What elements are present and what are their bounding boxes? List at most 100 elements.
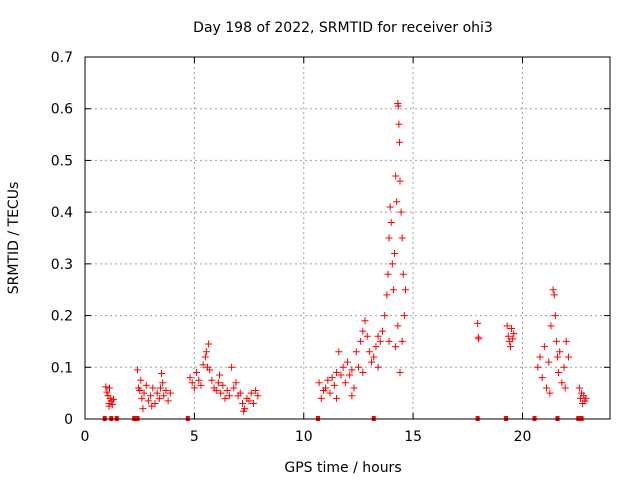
- y-axis-label: SRMTID / TECUs: [6, 182, 22, 295]
- data-point: [389, 286, 397, 294]
- data-point: [400, 312, 408, 320]
- data-point: [361, 317, 369, 325]
- data-point: [159, 379, 167, 387]
- data-point: [103, 388, 111, 396]
- data-point: [249, 399, 257, 407]
- data-point: [560, 363, 568, 371]
- data-point: [108, 401, 116, 409]
- data-point: [225, 392, 233, 400]
- data-point: [164, 397, 172, 405]
- data-point: [330, 381, 338, 389]
- y-tick-label: 0.4: [51, 205, 73, 221]
- data-point: [148, 402, 156, 410]
- data-point: [392, 343, 400, 351]
- data-point: [384, 270, 392, 278]
- data-point: [376, 337, 384, 345]
- data-point: [166, 389, 174, 397]
- data-point: [510, 330, 518, 338]
- data-point: [158, 369, 166, 377]
- data-point: [546, 389, 554, 397]
- data-point: [391, 250, 399, 258]
- data-point: [509, 335, 517, 343]
- data-point: [401, 286, 409, 294]
- data-point: [254, 392, 262, 400]
- data-point: [140, 389, 148, 397]
- data-point: [156, 384, 164, 392]
- data-point: [344, 358, 351, 366]
- data-point: [337, 371, 345, 379]
- data-point: [160, 392, 168, 400]
- data-point: [153, 389, 161, 397]
- data-point: [562, 337, 570, 345]
- data-point: [348, 392, 356, 400]
- data-point: [549, 286, 557, 294]
- data-point: [394, 102, 402, 110]
- y-tick-label: 0.1: [51, 360, 73, 376]
- data-point: [232, 379, 240, 387]
- data-point: [147, 392, 155, 400]
- data-point: [379, 327, 386, 335]
- data-point: [230, 384, 238, 392]
- data-point: [352, 348, 360, 356]
- data-point: [552, 337, 560, 345]
- data-point: [197, 381, 205, 389]
- data-point: [217, 389, 225, 397]
- data-point: [137, 376, 145, 384]
- data-point: [359, 368, 367, 376]
- data-point: [195, 376, 203, 384]
- data-point: [322, 384, 330, 392]
- data-point: [357, 337, 365, 345]
- data-point: [228, 363, 236, 371]
- data-point: [393, 198, 401, 206]
- data-point: [105, 402, 113, 410]
- data-point: [504, 332, 512, 340]
- data-point: [392, 172, 400, 180]
- data-point: [326, 389, 334, 397]
- data-point: [396, 177, 404, 185]
- data-point: [582, 394, 590, 402]
- data-point: [350, 384, 358, 392]
- data-point: [575, 384, 583, 392]
- x-tick-label: 5: [190, 429, 199, 445]
- plot-frame: [84, 56, 611, 420]
- data-point: [335, 348, 343, 356]
- data-point: [348, 366, 356, 374]
- y-tick-label: 0.3: [51, 257, 73, 273]
- x-tick-label: 0: [81, 429, 90, 445]
- data-point: [385, 234, 393, 242]
- y-tick-label: 0.5: [51, 153, 73, 169]
- data-point: [397, 208, 405, 216]
- data-point: [395, 120, 403, 128]
- data-point: [245, 397, 253, 405]
- data-point: [252, 387, 260, 395]
- y-tick-label: 0.2: [51, 309, 73, 325]
- data-point: [138, 394, 146, 402]
- data-point: [199, 361, 207, 369]
- data-point: [144, 397, 152, 405]
- data-point: [536, 353, 544, 361]
- chart-title: Day 198 of 2022, SRMTID for receiver ohi…: [193, 20, 493, 36]
- data-point: [394, 322, 402, 330]
- tick-layer: 0 5 10 15 20 0 0.1 0.2 0.3 0.4 0.5 0.6 0.7: [51, 50, 610, 445]
- x-tick-label: 10: [295, 429, 313, 445]
- data-point: [547, 322, 555, 330]
- x-axis-label: GPS time / hours: [284, 460, 401, 476]
- data-point: [564, 353, 572, 361]
- data-point: [543, 384, 551, 392]
- data-point: [503, 322, 511, 330]
- y-tick-label: 0.7: [51, 50, 73, 66]
- data-point: [155, 394, 163, 402]
- data-point: [190, 384, 198, 392]
- y-tick-label: 0: [64, 412, 73, 428]
- data-point: [212, 387, 220, 395]
- data-point: [558, 379, 566, 387]
- data-point: [374, 332, 382, 340]
- data-point: [109, 395, 117, 403]
- data-point: [396, 138, 404, 146]
- data-point: [188, 379, 196, 387]
- data-point: [550, 291, 558, 299]
- data-point: [368, 358, 376, 366]
- data-point: [370, 353, 378, 361]
- grid-layer: [85, 57, 610, 419]
